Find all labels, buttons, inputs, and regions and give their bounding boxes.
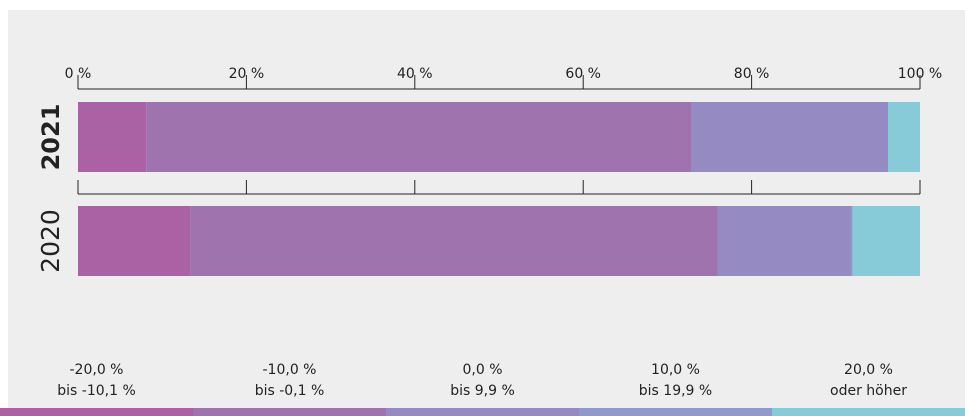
bar-row: 2020 [36, 180, 921, 276]
bar-segment [78, 102, 147, 172]
legend-item: 10,0 % bis 19,9 % [579, 362, 772, 416]
bar-segment [717, 206, 851, 276]
x-tick-label: 40 % [397, 66, 433, 82]
x-tick-label: 100 % [898, 66, 942, 82]
x-tick-label: 60 % [565, 66, 601, 82]
legend-swatch [193, 408, 386, 416]
legend-label-line1: 0,0 % [462, 362, 502, 378]
x-tick-label: 80 % [734, 66, 770, 82]
legend-swatch [0, 408, 193, 416]
bar-segment [852, 206, 920, 276]
legend-label-line1: 20,0 % [844, 362, 893, 378]
legend-swatch [579, 408, 772, 416]
legend-item: -10,0 % bis -0,1 % [193, 362, 386, 416]
legend: -20,0 % bis -10,1 % -10,0 % bis -0,1 % 0,0 %… [0, 362, 965, 416]
legend-item: 20,0 % oder höher [772, 362, 965, 416]
bar-segment [888, 102, 920, 172]
legend-swatch [386, 408, 579, 416]
legend-swatch [772, 408, 965, 416]
bar-segment [190, 206, 718, 276]
bar-segment [850, 206, 853, 276]
legend-label-line2: bis 9,9 % [450, 383, 515, 399]
bar-rows: 2021 2020 [36, 75, 921, 276]
x-tick-label: 20 % [229, 66, 265, 82]
bar-row: 2021 [37, 75, 921, 172]
bar-segment [691, 102, 889, 172]
legend-label-line2: bis -10,1 % [57, 383, 136, 399]
x-tick-label: 0 % [65, 66, 92, 82]
legend-label-line1: -20,0 % [70, 362, 124, 378]
legend-item: -20,0 % bis -10,1 % [0, 362, 193, 416]
legend-label-line1: 10,0 % [651, 362, 700, 378]
bar-segment [146, 102, 692, 172]
legend-label-line2: oder höher [830, 383, 907, 399]
bar-segment [78, 206, 191, 276]
legend-label-line1: -10,0 % [263, 362, 317, 378]
row-label: 2021 [37, 104, 65, 171]
legend-label-line2: bis -0,1 % [255, 383, 325, 399]
x-axis-ticks: 0 % 20 % 40 % 60 % 80 % 100 % [65, 66, 943, 82]
legend-label-line2: bis 19,9 % [639, 383, 712, 399]
legend-item: 0,0 % bis 9,9 % [386, 362, 579, 416]
row-label: 2020 [36, 209, 65, 273]
